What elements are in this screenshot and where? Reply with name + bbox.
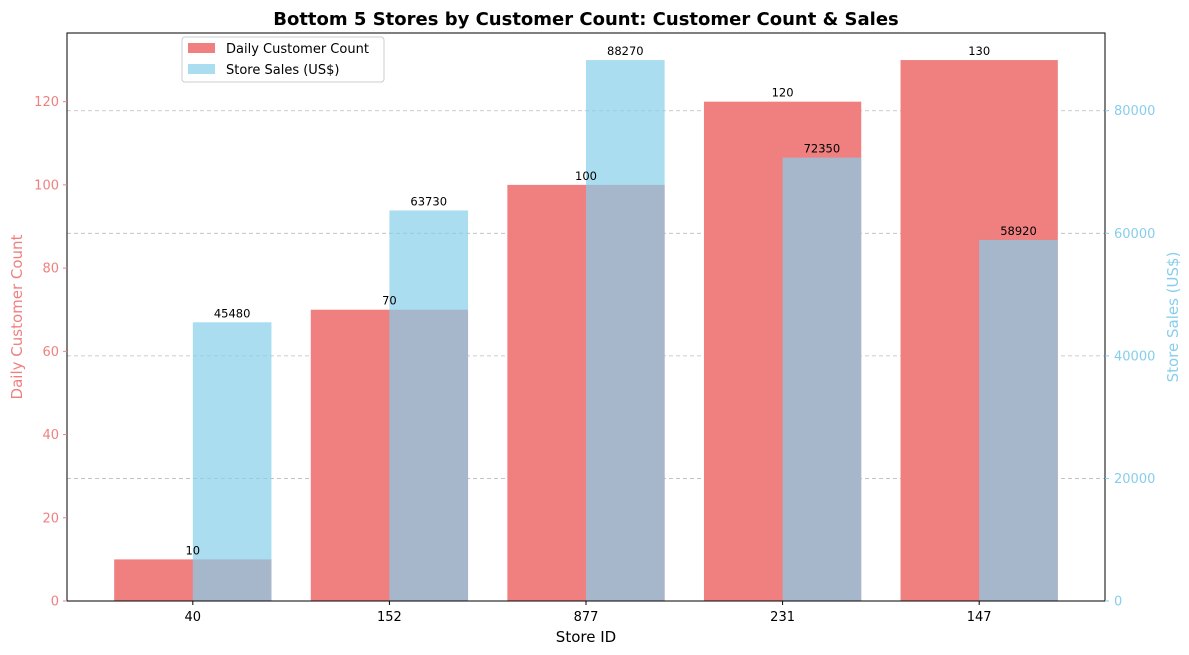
y-tick-label: 0	[51, 595, 59, 610]
y2-tick-label: 40000	[1114, 349, 1155, 364]
data-label-store-sales: 88270	[607, 44, 644, 58]
y-tick-label: 60	[42, 345, 59, 360]
data-label-store-sales: 63730	[410, 194, 447, 208]
y2-tick-label: 20000	[1114, 472, 1155, 487]
y-axis-left: 0 20 40 60 80 100 120	[34, 95, 67, 610]
data-label-store-sales: 72350	[804, 142, 841, 156]
y-tick-label: 80	[42, 262, 59, 277]
data-label-customer-count: 10	[185, 543, 200, 557]
bar-store-sales	[389, 210, 469, 601]
bar-store-sales	[192, 322, 272, 601]
bar-store-sales	[586, 60, 665, 602]
data-label-customer-count: 120	[772, 86, 794, 100]
data-label-customer-count: 100	[575, 169, 597, 183]
y-axis-label: Daily Customer Count	[8, 234, 26, 399]
bar-store-sales	[979, 239, 1058, 602]
data-label-customer-count: 70	[382, 294, 397, 308]
y2-axis-label: Store Sales (US$)	[1164, 252, 1182, 383]
x-tick-label: 147	[967, 610, 992, 625]
y2-tick-label: 80000	[1114, 104, 1155, 119]
legend-label-sales: Store Sales (US$)	[226, 63, 339, 78]
data-label-customer-count: 130	[968, 44, 990, 58]
bar-store-sales	[782, 157, 862, 602]
bars	[114, 60, 1058, 602]
x-tick-label: 231	[770, 610, 795, 625]
y-tick-label: 100	[34, 178, 59, 193]
x-axis-label: Store ID	[556, 628, 616, 646]
data-label-store-sales: 45480	[214, 306, 251, 320]
data-labels: 10 45480 70 63730 100 88270 120 72350 130 58920	[185, 44, 1036, 557]
x-tick-label: 40	[185, 610, 202, 625]
legend-label-customers: Daily Customer Count	[226, 42, 369, 57]
legend-swatch-customers	[188, 43, 215, 53]
y-tick-label: 120	[34, 95, 59, 110]
x-tick-label: 877	[574, 610, 599, 625]
data-label-store-sales: 58920	[1000, 224, 1037, 238]
x-tick-label: 152	[377, 610, 402, 625]
legend: Daily Customer Count Store Sales (US$)	[181, 36, 385, 83]
legend-box	[181, 36, 385, 83]
y-tick-label: 40	[42, 428, 59, 443]
x-axis: 40 152 877 231 147	[185, 601, 992, 625]
y-tick-label: 20	[42, 511, 59, 526]
y2-tick-label: 60000	[1114, 227, 1155, 242]
legend-swatch-sales	[188, 64, 215, 74]
chart-title: Bottom 5 Stores by Customer Count: Custo…	[273, 9, 899, 30]
y-axis-right: 0 20000 40000 60000 80000	[1105, 104, 1155, 610]
y2-tick-label: 0	[1114, 595, 1122, 610]
